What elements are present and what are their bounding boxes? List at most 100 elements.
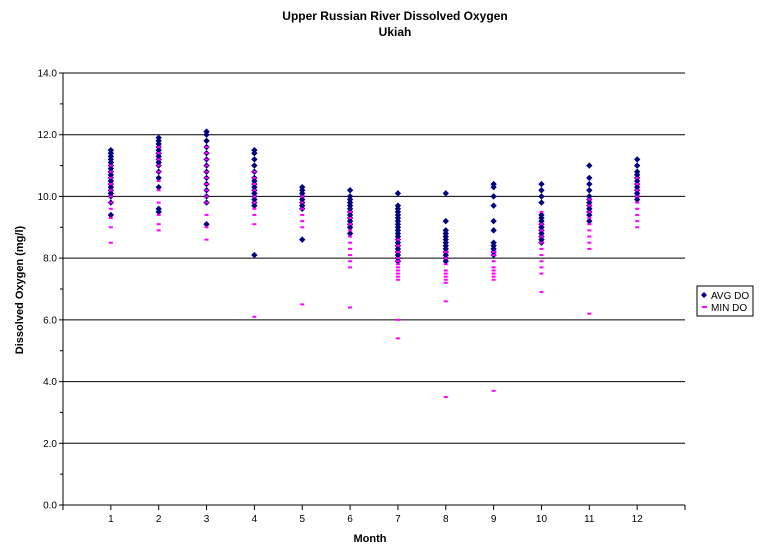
data-point-min-do [587, 247, 592, 250]
chart-subtitle: Ukiah [379, 25, 412, 39]
data-point-min-do [539, 260, 544, 263]
data-point-min-do [587, 198, 592, 201]
data-point-min-do [491, 260, 496, 263]
x-tick-label: 12 [632, 514, 644, 525]
legend-marker-min-do [702, 306, 707, 308]
data-point-min-do [252, 189, 257, 192]
legend: AVG DO MIN DO [696, 285, 754, 317]
data-point-avg-do [538, 187, 545, 194]
data-point-min-do [395, 269, 400, 272]
data-point-min-do [491, 272, 496, 275]
data-point-min-do [443, 278, 448, 281]
data-point-avg-do [251, 251, 258, 259]
data-point-min-do [108, 226, 113, 229]
data-point-avg-do [633, 156, 641, 163]
data-point-avg-do [299, 236, 306, 243]
data-point-avg-do [538, 199, 545, 206]
data-point-min-do [539, 210, 544, 213]
x-tick-label: 7 [395, 514, 401, 525]
data-point-min-do [108, 195, 113, 198]
y-tick-label: 2.0 [43, 439, 57, 450]
data-point-avg-do [394, 190, 402, 197]
data-point-min-do [587, 217, 592, 220]
data-point-min-do [156, 158, 161, 161]
x-tick-label: 5 [299, 514, 305, 525]
data-point-min-do [539, 266, 544, 269]
data-point-avg-do [346, 187, 354, 194]
data-point-min-do [156, 146, 161, 149]
data-point-avg-do [538, 211, 545, 219]
data-point-min-do [395, 260, 400, 263]
y-tick-label: 6.0 [43, 315, 57, 326]
data-point-avg-do [633, 168, 641, 175]
data-point-min-do [443, 269, 448, 272]
data-point-min-do [300, 213, 305, 216]
data-point-min-do [491, 250, 496, 253]
data-point-min-do [252, 201, 257, 204]
data-point-min-do [156, 170, 161, 173]
data-point-min-do [635, 213, 640, 216]
data-point-min-do [635, 220, 640, 223]
data-point-avg-do [299, 183, 306, 191]
data-point-min-do [348, 241, 353, 244]
data-point-min-do [539, 272, 544, 275]
data-point-min-do [300, 195, 305, 198]
data-point-min-do [635, 207, 640, 210]
data-point-min-do [348, 223, 353, 226]
data-point-min-do [108, 201, 113, 204]
x-tick-label: 1 [108, 514, 114, 525]
data-point-min-do [156, 213, 161, 216]
data-point-avg-do [203, 137, 210, 145]
data-point-min-do [395, 266, 400, 269]
data-point-min-do [300, 220, 305, 223]
data-point-min-do [443, 250, 448, 253]
data-point-avg-do [586, 193, 593, 200]
data-point-min-do [300, 201, 305, 204]
data-point-min-do [587, 210, 592, 213]
data-point-min-do [587, 241, 592, 244]
data-point-min-do [395, 263, 400, 266]
data-point-min-do [204, 195, 209, 198]
y-tick-label: 8.0 [43, 254, 57, 265]
data-point-min-do [108, 183, 113, 186]
data-point-min-do [443, 396, 448, 398]
data-point-avg-do [251, 162, 258, 169]
data-point-min-do [348, 306, 353, 309]
data-point-avg-do [203, 221, 210, 228]
data-point-min-do [443, 263, 448, 266]
x-tick-label: 4 [252, 514, 258, 525]
data-point-avg-do [155, 183, 162, 191]
data-point-min-do [108, 189, 113, 192]
data-point-min-do [395, 278, 400, 281]
data-point-min-do [443, 275, 448, 278]
data-point-min-do [204, 189, 209, 192]
data-point-min-do [491, 275, 496, 278]
data-point-min-do [443, 281, 448, 284]
data-point-min-do [348, 260, 353, 263]
data-point-min-do [539, 291, 544, 294]
data-point-min-do [635, 176, 640, 179]
data-point-avg-do [490, 202, 497, 209]
data-points [107, 128, 641, 398]
data-point-min-do [395, 238, 400, 241]
x-tick-label: 11 [584, 514, 595, 525]
data-point-min-do [204, 176, 209, 179]
x-axis-ticks: 1 2 3 4 5 6 7 8 9 10 11 12 [62, 505, 686, 525]
data-point-avg-do [203, 128, 210, 135]
data-point-min-do [156, 164, 161, 167]
data-point-min-do [635, 189, 640, 192]
data-point-min-do [300, 226, 305, 229]
data-point-avg-do [490, 193, 497, 200]
data-point-avg-do [586, 217, 593, 225]
data-point-min-do [108, 217, 113, 220]
data-point-min-do [348, 210, 353, 213]
data-point-min-do [491, 269, 496, 272]
data-point-min-do [491, 389, 496, 392]
data-point-avg-do [490, 180, 497, 188]
data-point-min-do [539, 229, 544, 232]
data-point-avg-do [155, 134, 162, 141]
x-tick-label: 9 [491, 514, 497, 525]
x-tick-label: 10 [536, 514, 548, 525]
legend-markers [701, 292, 707, 308]
